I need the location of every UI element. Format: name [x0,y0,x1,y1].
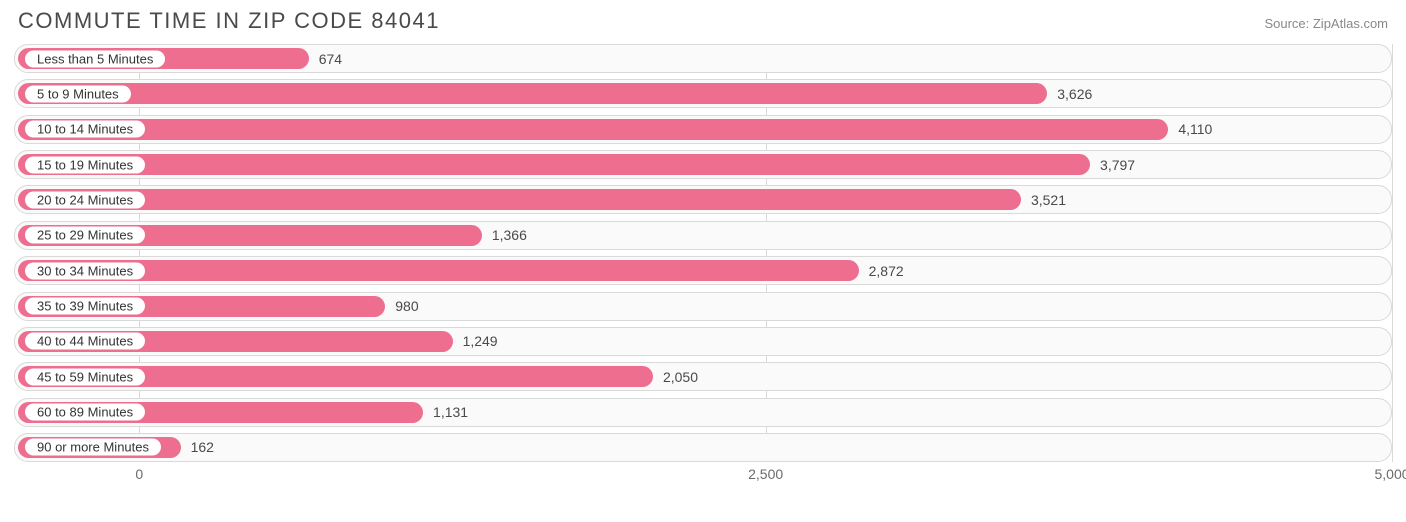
bars-container: Less than 5 Minutes 674 5 to 9 Minutes 3,62… [14,44,1392,462]
commute-time-chart: COMMUTE TIME IN ZIP CODE 84041 Source: Z… [0,0,1406,522]
category-pill: 15 to 19 Minutes [25,156,145,173]
category-pill: 10 to 14 Minutes [25,121,145,138]
bar: 10 to 14 Minutes [18,119,1168,140]
bar-row: 45 to 59 Minutes 2,050 [14,362,1392,391]
bar-row: 10 to 14 Minutes 4,110 [14,115,1392,144]
category-pill: 60 to 89 Minutes [25,404,145,421]
x-axis: 02,5005,000 [14,462,1392,484]
gridline [1392,44,1393,462]
bar-row: Less than 5 Minutes 674 [14,44,1392,73]
bar-value: 3,521 [1031,192,1066,208]
category-pill: 25 to 29 Minutes [25,227,145,244]
category-pill: 30 to 34 Minutes [25,262,145,279]
bar-value: 980 [395,298,418,314]
bar-value: 4,110 [1178,121,1212,137]
chart-title: COMMUTE TIME IN ZIP CODE 84041 [18,8,440,34]
chart-source: Source: ZipAtlas.com [1264,16,1388,31]
bar-value: 1,249 [463,333,498,349]
category-pill: Less than 5 Minutes [25,50,165,67]
category-pill: 20 to 24 Minutes [25,191,145,208]
bar: 60 to 89 Minutes [18,402,423,423]
bar-value: 3,626 [1057,86,1092,102]
category-pill: 35 to 39 Minutes [25,298,145,315]
chart-header: COMMUTE TIME IN ZIP CODE 84041 Source: Z… [14,8,1392,34]
category-pill: 45 to 59 Minutes [25,368,145,385]
bar: 40 to 44 Minutes [18,331,453,352]
bar-row: 40 to 44 Minutes 1,249 [14,327,1392,356]
bar-row: 30 to 34 Minutes 2,872 [14,256,1392,285]
bar: 35 to 39 Minutes [18,296,385,317]
bar: 15 to 19 Minutes [18,154,1090,175]
bar: 90 or more Minutes [18,437,181,458]
plot-area: Less than 5 Minutes 674 5 to 9 Minutes 3,62… [14,44,1392,484]
category-pill: 5 to 9 Minutes [25,85,131,102]
bar-value: 3,797 [1100,157,1135,173]
bar-value: 1,131 [433,404,468,420]
bar-row: 60 to 89 Minutes 1,131 [14,398,1392,427]
bar: 5 to 9 Minutes [18,83,1047,104]
bar: Less than 5 Minutes [18,48,309,69]
bar-value: 2,872 [869,263,904,279]
bar-row: 15 to 19 Minutes 3,797 [14,150,1392,179]
bar-value: 1,366 [492,227,527,243]
x-tick-label: 2,500 [748,466,783,482]
bar-value: 674 [319,51,342,67]
bar: 45 to 59 Minutes [18,366,653,387]
bar-row: 20 to 24 Minutes 3,521 [14,185,1392,214]
bar-value: 2,050 [663,369,698,385]
x-tick-label: 5,000 [1374,466,1406,482]
x-tick-label: 0 [135,466,143,482]
bar-value: 162 [191,439,214,455]
bar-row: 5 to 9 Minutes 3,626 [14,79,1392,108]
bar: 30 to 34 Minutes [18,260,859,281]
bar: 25 to 29 Minutes [18,225,482,246]
bar: 20 to 24 Minutes [18,189,1021,210]
bar-row: 35 to 39 Minutes 980 [14,292,1392,321]
bar-row: 25 to 29 Minutes 1,366 [14,221,1392,250]
category-pill: 40 to 44 Minutes [25,333,145,350]
bar-row: 90 or more Minutes 162 [14,433,1392,462]
category-pill: 90 or more Minutes [25,439,161,456]
